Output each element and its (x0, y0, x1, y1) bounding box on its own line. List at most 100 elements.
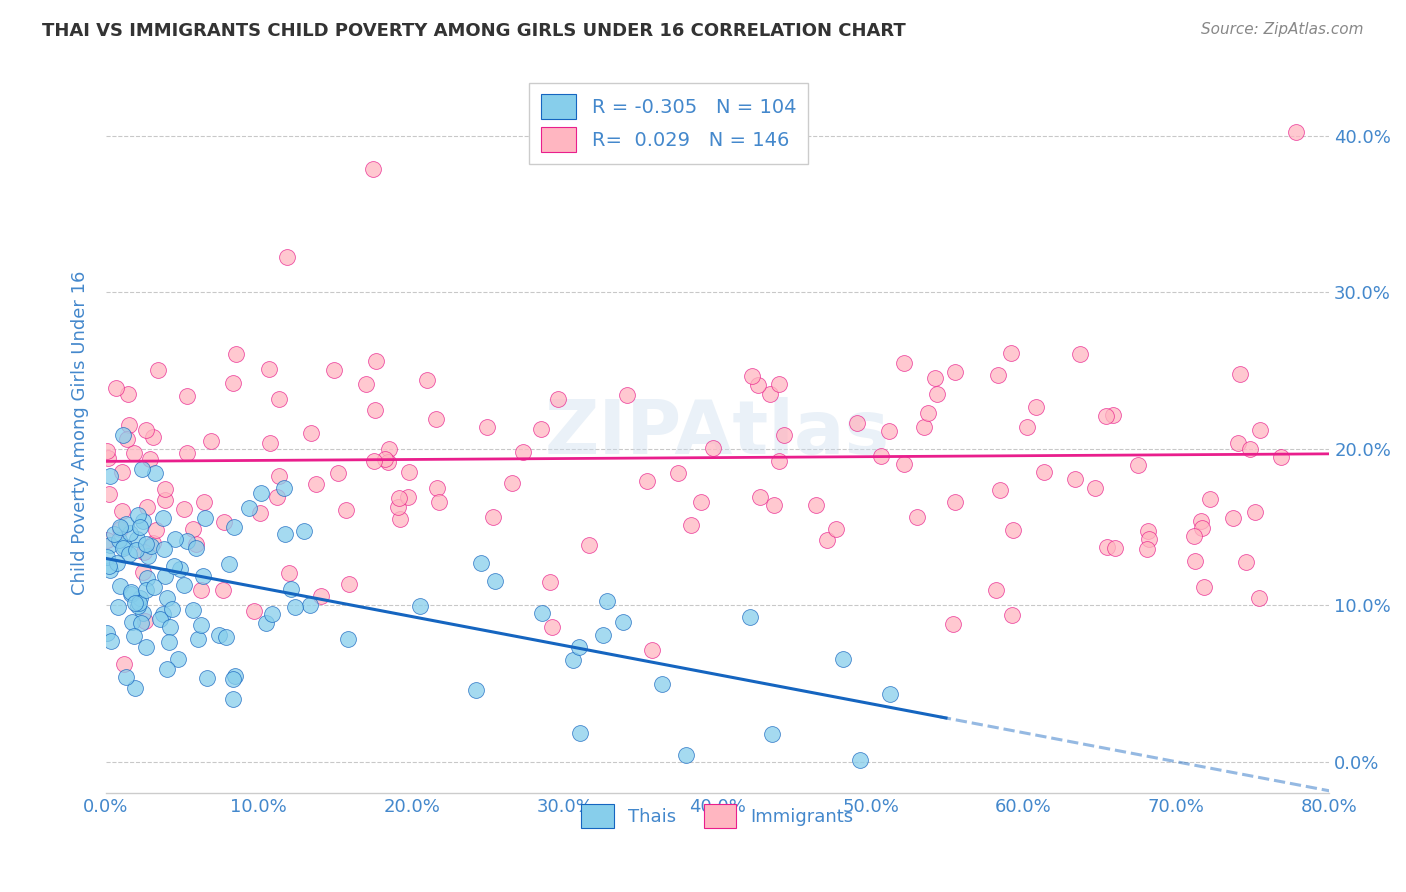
Point (111, 465, 134, 479)
Point (110, 522, 132, 536)
Point (292, 524, 315, 538)
Point (1002, 523, 1025, 537)
Point (127, 508, 149, 522)
Point (482, 509, 505, 524)
Point (218, 558, 240, 572)
Point (398, 465, 420, 479)
Point (153, 569, 176, 583)
Point (257, 362, 280, 376)
Point (538, 575, 561, 590)
Point (152, 541, 174, 556)
Point (105, 381, 128, 395)
Point (115, 432, 138, 446)
Point (1243, 505, 1265, 519)
Point (120, 525, 142, 540)
Point (110, 504, 132, 518)
Point (273, 482, 295, 496)
Point (304, 476, 326, 491)
Y-axis label: Child Poverty Among Girls Under 16: Child Poverty Among Girls Under 16 (72, 271, 89, 595)
Point (1284, 126, 1306, 140)
Point (138, 549, 160, 564)
Point (122, 446, 145, 460)
Point (612, 615, 634, 629)
Point (831, 651, 853, 665)
Point (1222, 511, 1244, 525)
Text: ZIPAtlas: ZIPAtlas (546, 397, 890, 470)
Point (1069, 346, 1091, 360)
Point (155, 482, 177, 496)
Point (396, 490, 419, 504)
Point (173, 578, 195, 592)
Point (96, 533, 118, 548)
Point (186, 541, 208, 556)
Point (212, 582, 235, 597)
Point (1128, 458, 1150, 472)
Point (893, 356, 915, 370)
Point (942, 617, 965, 632)
Point (1064, 472, 1087, 486)
Point (97, 450, 120, 465)
Point (132, 606, 155, 620)
Text: THAI VS IMMIGRANTS CHILD POVERTY AMONG GIRLS UNDER 16 CORRELATION CHART: THAI VS IMMIGRANTS CHILD POVERTY AMONG G… (42, 22, 905, 40)
Point (986, 582, 1008, 597)
Point (117, 387, 139, 401)
Point (416, 373, 439, 387)
Point (1182, 529, 1205, 543)
Point (322, 363, 344, 377)
Point (193, 494, 215, 508)
Point (475, 420, 498, 434)
Point (125, 533, 148, 547)
Point (128, 591, 150, 605)
Point (1199, 492, 1222, 507)
Point (156, 591, 179, 605)
Point (917, 405, 939, 419)
Point (1189, 514, 1212, 528)
Point (190, 618, 212, 632)
Point (118, 547, 141, 561)
Point (100, 634, 122, 648)
Point (136, 500, 159, 514)
Point (259, 436, 281, 450)
Point (1270, 450, 1292, 464)
Point (98, 563, 121, 577)
Point (284, 599, 307, 614)
Point (1191, 521, 1213, 535)
Point (702, 441, 724, 455)
Point (595, 594, 617, 608)
Point (547, 392, 569, 407)
Point (1226, 435, 1249, 450)
Point (1192, 580, 1215, 594)
Point (824, 522, 846, 536)
Point (129, 615, 152, 630)
Point (212, 515, 235, 529)
Point (530, 606, 553, 620)
Point (815, 533, 838, 548)
Point (1137, 524, 1160, 538)
Point (592, 628, 614, 642)
Point (114, 670, 136, 684)
Point (541, 620, 564, 634)
Point (747, 377, 769, 392)
Point (214, 630, 236, 644)
Point (145, 524, 167, 538)
Point (741, 369, 763, 384)
Point (470, 556, 492, 570)
Point (641, 643, 664, 657)
Point (748, 490, 770, 504)
Point (190, 582, 212, 597)
Point (280, 582, 302, 596)
Point (987, 368, 1010, 383)
Point (1017, 419, 1039, 434)
Point (124, 596, 146, 610)
Point (501, 475, 523, 490)
Point (132, 515, 155, 529)
Point (136, 571, 159, 585)
Point (675, 747, 697, 762)
Point (249, 506, 271, 520)
Point (115, 516, 138, 531)
Point (465, 683, 488, 698)
Point (163, 532, 186, 546)
Point (98, 538, 121, 552)
Point (195, 671, 218, 685)
Point (1084, 481, 1107, 495)
